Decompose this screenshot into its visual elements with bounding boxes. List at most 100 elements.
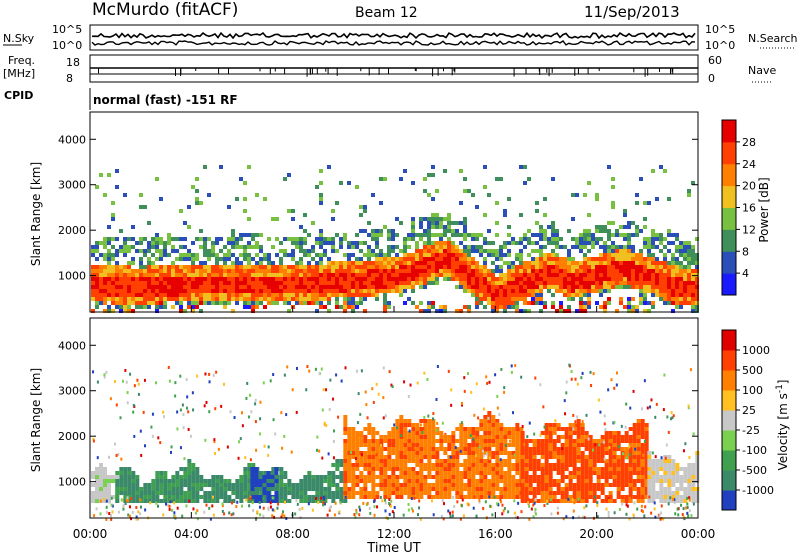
velocity-cell <box>375 443 379 447</box>
velocity-cell <box>367 427 371 431</box>
velocity-scatter <box>661 504 663 507</box>
velocity-scatter <box>359 509 361 512</box>
power-cell <box>375 265 379 269</box>
velocity-scatter <box>688 404 690 407</box>
power-cell <box>247 305 251 309</box>
power-cell <box>467 233 471 237</box>
power-cell <box>419 265 423 269</box>
power-cell <box>375 245 379 249</box>
power-cell <box>187 269 191 273</box>
power-cell <box>587 213 591 217</box>
power-cell <box>607 285 611 289</box>
power-cell <box>319 233 323 237</box>
power-cell <box>403 257 407 261</box>
velocity-scatter <box>365 403 367 406</box>
velocity-cell <box>515 479 519 483</box>
power-cell <box>367 285 371 289</box>
colorbar-tick-label: 4 <box>742 267 749 280</box>
power-cell <box>155 301 159 305</box>
velocity-cell <box>243 467 247 471</box>
velocity-cell <box>447 463 451 467</box>
power-cell <box>255 273 259 277</box>
power-cell <box>311 277 315 281</box>
power-cell <box>347 285 351 289</box>
power-cell <box>115 305 119 309</box>
power-cell <box>547 289 551 293</box>
power-cell <box>595 289 599 293</box>
power-cell <box>683 257 687 261</box>
power-cell <box>435 217 439 221</box>
power-cell <box>131 257 135 261</box>
velocity-scatter <box>592 449 594 452</box>
velocity-cell <box>671 459 675 463</box>
power-cell <box>231 265 235 269</box>
power-cell <box>287 289 291 293</box>
power-cell <box>215 281 219 285</box>
power-cell <box>571 281 575 285</box>
velocity-cell <box>243 479 247 483</box>
power-cell <box>411 229 415 233</box>
power-cell <box>327 261 331 265</box>
power-cell <box>527 261 531 265</box>
power-cell <box>407 285 411 289</box>
power-cell <box>347 269 351 273</box>
power-cell <box>231 229 235 233</box>
velocity-scatter <box>192 507 194 510</box>
power-cell <box>567 297 571 301</box>
power-cell <box>583 305 587 309</box>
velocity-cell <box>383 447 387 451</box>
power-cell <box>627 277 631 281</box>
power-cell <box>315 265 319 269</box>
power-cell <box>635 229 639 233</box>
power-cell <box>451 233 455 237</box>
velocity-scatter <box>127 401 129 404</box>
velocity-scatter <box>641 505 643 508</box>
velocity-cell <box>371 487 375 491</box>
power-cell <box>567 305 571 309</box>
power-cell <box>631 285 635 289</box>
power-cell <box>163 285 167 289</box>
velocity-scatter <box>641 407 643 410</box>
power-cell <box>579 233 583 237</box>
velocity-cell <box>347 495 351 499</box>
velocity-cell <box>585 483 589 487</box>
velocity-cell <box>179 479 183 483</box>
power-cell <box>495 293 499 297</box>
velocity-cell <box>667 467 671 471</box>
power-cell <box>467 245 471 249</box>
power-cell <box>567 229 571 233</box>
velocity-scatter <box>550 512 552 515</box>
velocity-scatter <box>633 390 635 393</box>
power-cell <box>135 241 139 245</box>
power-cell <box>531 285 535 289</box>
velocity-cell <box>451 483 455 487</box>
velocity-cell <box>565 435 569 439</box>
velocity-cell <box>515 467 519 471</box>
power-cell <box>563 273 567 277</box>
power-cell <box>415 277 419 281</box>
velocity-scatter <box>274 432 276 435</box>
velocity-scatter <box>315 368 317 371</box>
power-cell <box>175 257 179 261</box>
velocity-cell <box>355 483 359 487</box>
power-cell <box>251 285 255 289</box>
power-cell <box>159 265 163 269</box>
velocity-cell <box>585 463 589 467</box>
power-cell <box>355 257 359 261</box>
velocity-scatter <box>441 515 443 518</box>
velocity-scatter <box>241 505 243 508</box>
velocity-scatter <box>442 499 444 502</box>
power-cell <box>247 257 251 261</box>
power-cell <box>599 305 603 309</box>
velocity-cell <box>419 459 423 463</box>
velocity-cell <box>503 471 507 475</box>
power-cell <box>367 277 371 281</box>
power-cell <box>371 237 375 241</box>
velocity-cell <box>123 475 127 479</box>
power-cell <box>375 257 379 261</box>
power-cell <box>583 193 587 197</box>
power-cell <box>403 301 407 305</box>
power-cell <box>219 285 223 289</box>
power-cell <box>267 257 271 261</box>
velocity-cell <box>431 455 435 459</box>
